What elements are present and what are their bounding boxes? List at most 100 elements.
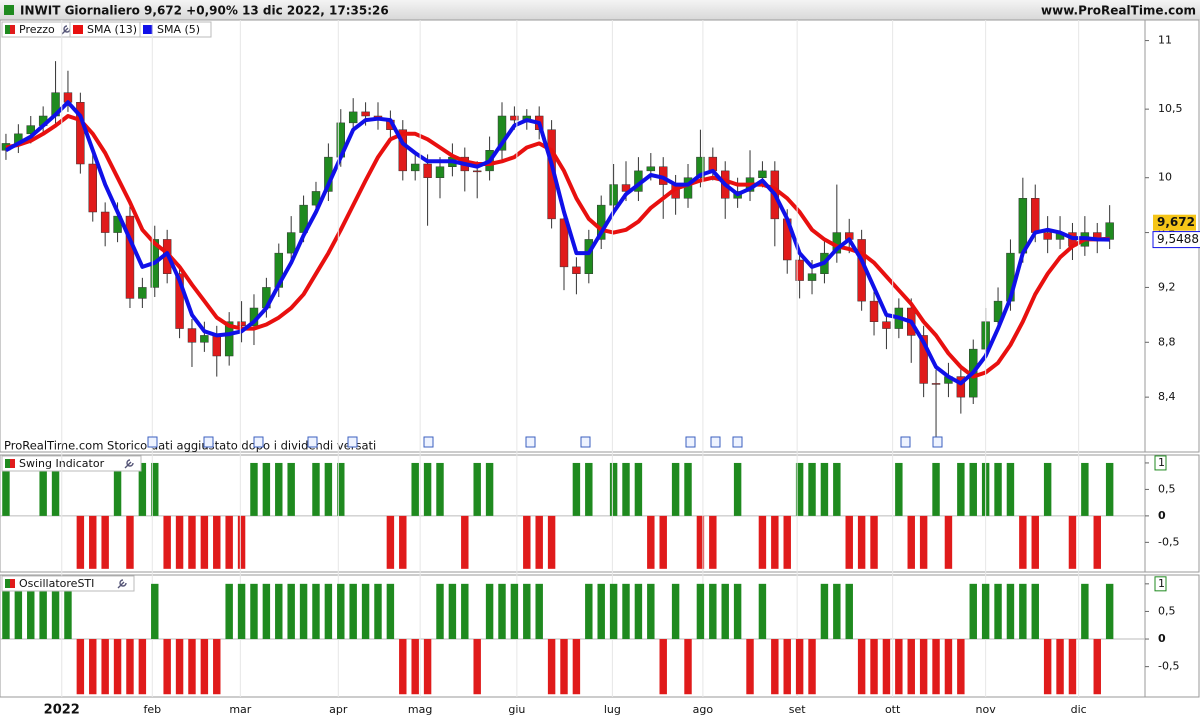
bar bbox=[76, 639, 85, 695]
bar bbox=[1068, 515, 1077, 569]
bar bbox=[138, 462, 147, 516]
bar bbox=[89, 639, 97, 695]
bar bbox=[126, 515, 134, 569]
bar bbox=[312, 583, 320, 640]
candle-body bbox=[795, 259, 804, 281]
bar bbox=[833, 583, 841, 640]
bar bbox=[944, 515, 953, 569]
bar bbox=[101, 639, 109, 695]
dividend-icon bbox=[900, 436, 911, 448]
legend-label: SMA (13) bbox=[87, 23, 137, 36]
bar bbox=[696, 583, 705, 640]
bar bbox=[609, 462, 618, 516]
price-label-box bbox=[1152, 231, 1200, 249]
settings-icon bbox=[124, 459, 134, 469]
bar bbox=[907, 639, 915, 695]
x-tick-label: lug bbox=[604, 703, 621, 716]
bar bbox=[634, 462, 643, 516]
candle-body bbox=[609, 184, 618, 206]
y-tick-label: 0 bbox=[1158, 509, 1166, 522]
candle-body bbox=[956, 376, 966, 398]
dividend-icon bbox=[423, 436, 434, 448]
legend-label: SMA (5) bbox=[157, 23, 200, 36]
bar bbox=[411, 462, 419, 516]
dividend-icon bbox=[710, 436, 721, 448]
bar bbox=[113, 639, 122, 695]
candle-body bbox=[646, 166, 656, 172]
bar bbox=[721, 583, 729, 640]
bar bbox=[795, 462, 804, 516]
bar bbox=[647, 583, 655, 640]
bar bbox=[771, 515, 779, 569]
candle-body bbox=[138, 287, 147, 299]
bar bbox=[870, 639, 878, 695]
bar bbox=[299, 583, 308, 640]
candle-body bbox=[212, 335, 221, 357]
bar bbox=[399, 515, 407, 569]
candle-body bbox=[510, 115, 519, 121]
legend-box bbox=[1, 455, 142, 472]
bar bbox=[671, 462, 680, 516]
bar bbox=[485, 462, 494, 516]
bar bbox=[275, 583, 283, 640]
bar bbox=[51, 462, 60, 516]
bar bbox=[622, 583, 630, 640]
bar bbox=[1105, 462, 1114, 516]
candle-body bbox=[758, 170, 767, 178]
bar bbox=[957, 639, 965, 695]
candle-body bbox=[696, 156, 705, 178]
candle-body bbox=[286, 232, 296, 254]
candle-body bbox=[497, 115, 507, 151]
dividend-icon bbox=[253, 436, 264, 448]
bar bbox=[647, 515, 655, 569]
bar bbox=[225, 515, 233, 569]
bar bbox=[337, 462, 345, 516]
bar bbox=[585, 583, 593, 640]
candle-body bbox=[410, 163, 420, 172]
candle-body bbox=[882, 321, 891, 329]
bar bbox=[1043, 639, 1052, 695]
candle-body bbox=[708, 156, 718, 172]
bar bbox=[895, 462, 903, 516]
bar bbox=[907, 515, 915, 569]
candle-body bbox=[100, 211, 110, 233]
bar bbox=[994, 462, 1002, 516]
bar bbox=[746, 639, 754, 695]
candle-body bbox=[398, 129, 408, 172]
bar bbox=[597, 583, 605, 640]
y-tick-label: 0,5 bbox=[1158, 482, 1176, 495]
bar bbox=[287, 462, 295, 516]
bar bbox=[1006, 583, 1015, 640]
x-tick-label: ott bbox=[885, 703, 901, 716]
bar bbox=[1019, 583, 1027, 640]
bar bbox=[324, 462, 333, 516]
header-site[interactable]: www.ProRealTime.com bbox=[1041, 4, 1196, 18]
bar bbox=[2, 462, 10, 516]
dividend-icon bbox=[932, 436, 943, 448]
x-tick-label: set bbox=[789, 703, 806, 716]
bar bbox=[808, 639, 816, 695]
bar bbox=[1081, 462, 1089, 516]
bar bbox=[709, 515, 717, 569]
candle-body bbox=[175, 273, 184, 329]
candle-body bbox=[807, 273, 817, 281]
bar bbox=[919, 639, 928, 695]
candle-body bbox=[869, 300, 879, 322]
bar bbox=[709, 583, 717, 640]
bar bbox=[498, 583, 506, 640]
tick-box bbox=[1154, 455, 1167, 471]
header-bar bbox=[0, 0, 1200, 20]
bar bbox=[473, 462, 481, 516]
bar bbox=[113, 462, 122, 516]
dividend-icon bbox=[525, 436, 536, 448]
bar bbox=[1093, 639, 1101, 695]
bar bbox=[1068, 639, 1077, 695]
y-tick-label: 11 bbox=[1158, 34, 1172, 47]
dividend-icon bbox=[685, 436, 696, 448]
bar bbox=[845, 515, 853, 569]
bar bbox=[820, 583, 829, 640]
bar bbox=[1031, 515, 1039, 569]
bar bbox=[275, 462, 283, 516]
bar bbox=[957, 462, 965, 516]
bar bbox=[39, 462, 47, 516]
